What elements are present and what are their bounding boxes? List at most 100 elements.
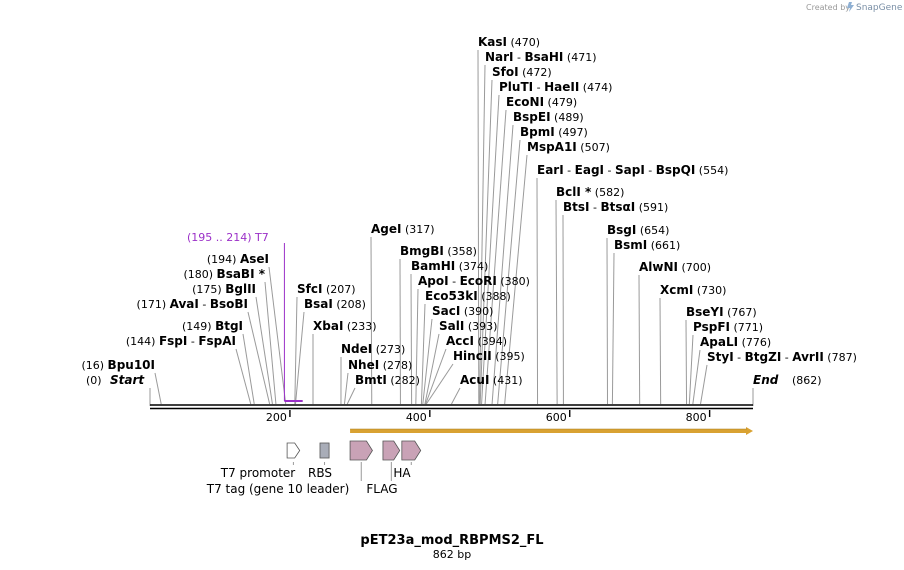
enzyme-label[interactable]: SfcI (207) <box>297 282 356 296</box>
enzyme-site-apoi[interactable]: ApoI - EcoRI (380) <box>418 274 530 288</box>
orf-arrow[interactable] <box>350 427 753 435</box>
enzyme-site-bsai[interactable]: BsaI (208) <box>304 297 366 311</box>
enzyme-separator: - <box>533 81 544 94</box>
enzyme-site-xbai[interactable]: XbaI (233) <box>313 319 376 333</box>
enzyme-label[interactable]: XbaI (233) <box>313 319 376 333</box>
enzyme-label[interactable]: BspEI (489) <box>513 110 584 124</box>
feature-t7-promoter[interactable]: T7 promoter <box>220 442 301 480</box>
enzyme-label[interactable]: ApaLI (776) <box>700 335 771 349</box>
cds-arrow-icon <box>382 440 401 461</box>
enzyme-site-bsmi[interactable]: BsmI (661) <box>614 238 680 252</box>
enzyme-label[interactable]: (180) BsaBI * <box>183 267 265 281</box>
feature-t7-tag-gene-10-leader[interactable]: T7 tag (gene 10 leader) <box>206 440 373 496</box>
enzyme-site-bamhi[interactable]: BamHI (374) <box>411 259 488 273</box>
enzyme-label[interactable]: (149) BtgI <box>182 319 243 333</box>
enzyme-site-nhei[interactable]: NheI (278) <box>348 358 412 372</box>
enzyme-label[interactable]: ApoI - EcoRI (380) <box>418 274 530 288</box>
enzyme-site-avai[interactable]: (171) AvaI - BsoBI <box>137 297 248 311</box>
enzyme-site-mspa1i[interactable]: MspA1I (507) <box>527 140 610 154</box>
enzyme-site-fspi[interactable]: (144) FspI - FspAI <box>126 334 236 348</box>
enzyme-site-bpu10i[interactable]: (16) Bpu10I <box>81 358 155 372</box>
enzyme-label[interactable]: (171) AvaI - BsoBI <box>137 297 248 311</box>
enzyme-label[interactable]: AccI (394) <box>446 334 507 348</box>
enzyme-site-saci[interactable]: SacI (390) <box>432 304 493 318</box>
enzyme-label[interactable]: BmtI (282) <box>355 373 420 387</box>
enzyme-site-sfci[interactable]: SfcI (207) <box>297 282 356 296</box>
enzyme-label[interactable]: PspFI (771) <box>693 320 763 334</box>
enzyme-label[interactable]: StyI - BtgZI - AvrII (787) <box>707 350 857 364</box>
enzyme-site-bsabi[interactable]: (180) BsaBI * <box>183 267 265 281</box>
enzyme-site-eari[interactable]: EarI - EagI - SapI - BspQI (554) <box>537 163 728 177</box>
enzyme-label[interactable]: HincII (395) <box>453 349 525 363</box>
enzyme-label[interactable]: EarI - EagI - SapI - BspQI (554) <box>537 163 728 177</box>
enzyme-site-hincii[interactable]: HincII (395) <box>453 349 525 363</box>
enzyme-site-sali[interactable]: SalI (393) <box>439 319 497 333</box>
enzyme-label[interactable]: AcuI (431) <box>460 373 523 387</box>
enzyme-site-ndei[interactable]: NdeI (273) <box>341 342 405 356</box>
enzyme-label[interactable]: PluTI - HaeII (474) <box>499 80 612 94</box>
enzyme-site-kasi[interactable]: KasI (470) <box>478 35 540 49</box>
enzyme-site-acci[interactable]: AccI (394) <box>446 334 507 348</box>
pointer-line-pspfi <box>688 334 694 405</box>
enzyme-label[interactable]: (175) BglII <box>192 282 256 296</box>
pointer-line-bpmi <box>497 139 521 405</box>
enzyme-site-btgi[interactable]: (149) BtgI <box>182 319 243 333</box>
credit-prefix: Created by <box>806 3 850 12</box>
enzyme-label[interactable]: BamHI (374) <box>411 259 488 273</box>
enzyme-label[interactable]: SacI (390) <box>432 304 493 318</box>
enzyme-label[interactable]: XcmI (730) <box>660 283 726 297</box>
enzyme-label[interactable]: (144) FspI - FspAI <box>126 334 236 348</box>
enzyme-label[interactable]: NdeI (273) <box>341 342 405 356</box>
enzyme-site-nari[interactable]: NarI - BsaHI (471) <box>485 50 596 64</box>
enzyme-site-alwni[interactable]: AlwNI (700) <box>639 260 711 274</box>
enzyme-site-eco53ki[interactable]: Eco53kI (388) <box>425 289 511 303</box>
enzyme-label[interactable]: Eco53kI (388) <box>425 289 511 303</box>
enzyme-label[interactable]: BpmI (497) <box>520 125 588 139</box>
enzyme-label[interactable]: NheI (278) <box>348 358 412 372</box>
enzyme-site-econi[interactable]: EcoNI (479) <box>506 95 577 109</box>
enzyme-label[interactable]: BseYI (767) <box>686 305 757 319</box>
enzyme-label[interactable]: BmgBI (358) <box>400 244 477 258</box>
enzyme-site-btsi[interactable]: BtsI - BtsαI (591) <box>563 200 668 214</box>
enzyme-site-bpmi[interactable]: BpmI (497) <box>520 125 588 139</box>
enzyme-site-sfoi[interactable]: SfoI (472) <box>492 65 552 79</box>
enzyme-label[interactable]: BclI * (582) <box>556 185 624 199</box>
enzyme-label[interactable]: BtsI - BtsαI (591) <box>563 200 668 214</box>
enzyme-name: AvaI <box>170 297 199 311</box>
enzyme-site-apali[interactable]: ApaLI (776) <box>700 335 771 349</box>
enzyme-label[interactable]: NarI - BsaHI (471) <box>485 50 596 64</box>
enzyme-site-asei[interactable]: (194) AseI <box>207 252 269 266</box>
enzyme-label[interactable]: BsmI (661) <box>614 238 680 252</box>
enzyme-label[interactable]: MspA1I (507) <box>527 140 610 154</box>
enzyme-label[interactable]: SalI (393) <box>439 319 497 333</box>
enzyme-site-bmti[interactable]: BmtI (282) <box>355 373 420 387</box>
enzyme-site-bglii[interactable]: (175) BglII <box>192 282 256 296</box>
enzyme-site-bcli[interactable]: BclI * (582) <box>556 185 624 199</box>
enzyme-site-bspei[interactable]: BspEI (489) <box>513 110 584 124</box>
enzyme-label[interactable]: (16) Bpu10I <box>81 358 155 372</box>
enzyme-label[interactable]: (194) AseI <box>207 252 269 266</box>
enzyme-site-pspfi[interactable]: PspFI (771) <box>693 320 763 334</box>
enzyme-site-agei[interactable]: AgeI (317) <box>371 222 435 236</box>
feature-rbs[interactable]: RBS <box>308 442 332 480</box>
feature-flag[interactable]: FLAG <box>366 440 401 496</box>
pointer-line-bsmi <box>611 252 615 405</box>
enzyme-site-acui[interactable]: AcuI (431) <box>460 373 523 387</box>
enzyme-site-xcmi[interactable]: XcmI (730) <box>660 283 726 297</box>
enzyme-label[interactable]: KasI (470) <box>478 35 540 49</box>
enzyme-site-bsgi[interactable]: BsgI (654) <box>607 223 669 237</box>
enzyme-label[interactable]: AlwNI (700) <box>639 260 711 274</box>
enzyme-label[interactable]: SfoI (472) <box>492 65 552 79</box>
enzyme-site-bseyi[interactable]: BseYI (767) <box>686 305 757 319</box>
enzyme-label[interactable]: BsaI (208) <box>304 297 366 311</box>
pointer-line-sfci <box>294 296 298 405</box>
enzyme-position: (431) <box>489 374 522 387</box>
enzyme-label[interactable]: AgeI (317) <box>371 222 435 236</box>
enzyme-site-bmgbi[interactable]: BmgBI (358) <box>400 244 477 258</box>
feature-ha[interactable]: HA <box>393 440 422 480</box>
enzyme-site-pluti[interactable]: PluTI - HaeII (474) <box>499 80 612 94</box>
enzyme-label[interactable]: BsgI (654) <box>607 223 669 237</box>
enzyme-label[interactable]: EcoNI (479) <box>506 95 577 109</box>
enzyme-site-styi[interactable]: StyI - BtgZI - AvrII (787) <box>707 350 857 364</box>
end-marker: End (862) <box>752 373 822 406</box>
